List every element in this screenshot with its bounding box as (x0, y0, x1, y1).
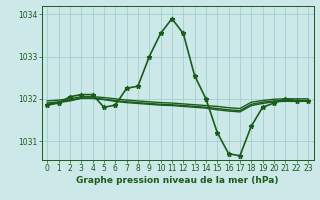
X-axis label: Graphe pression niveau de la mer (hPa): Graphe pression niveau de la mer (hPa) (76, 176, 279, 185)
